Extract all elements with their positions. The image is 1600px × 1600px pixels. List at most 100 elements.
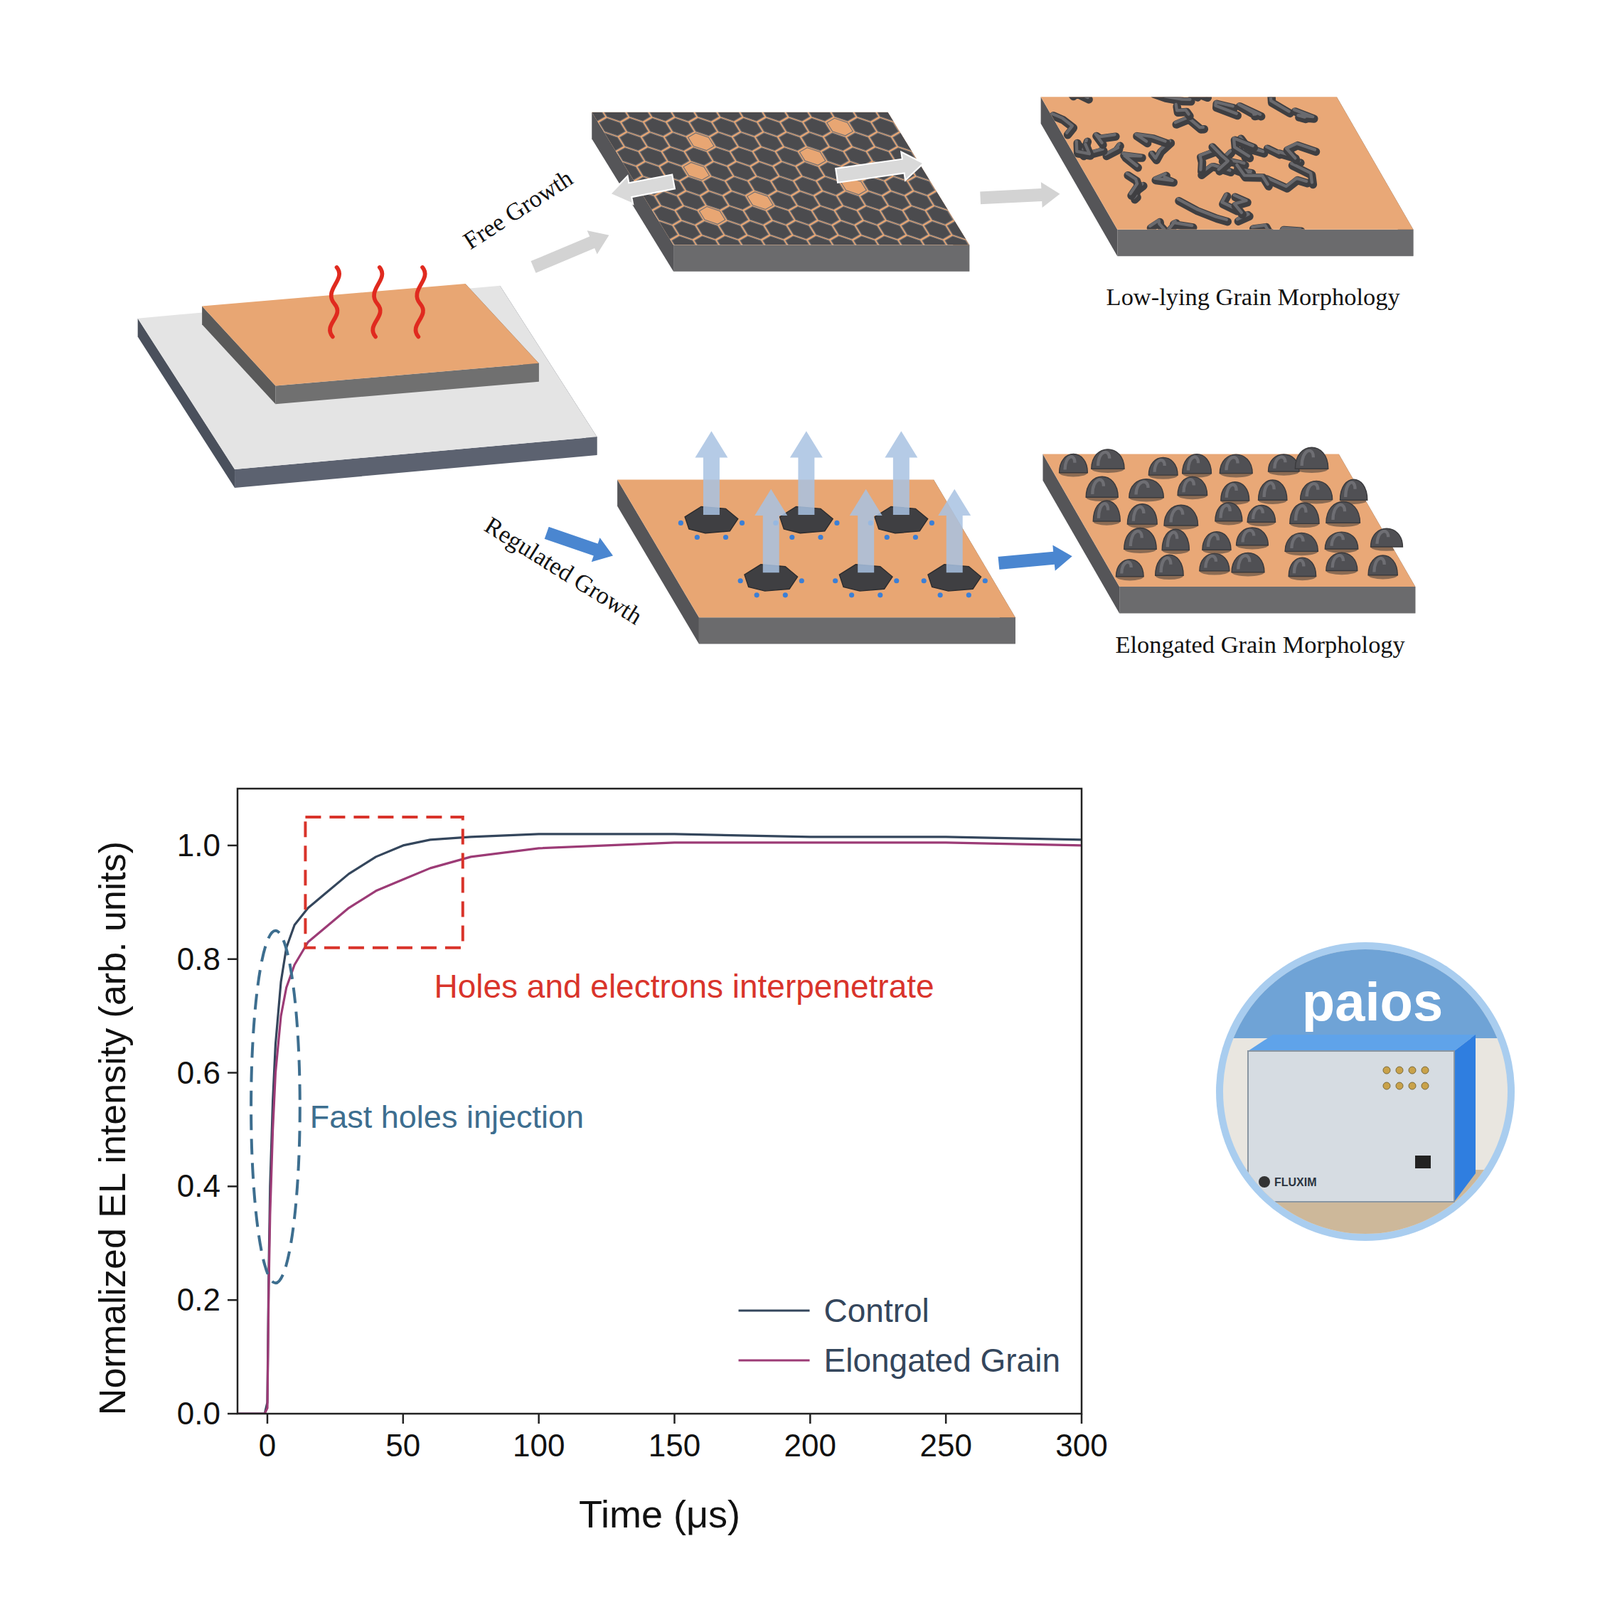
hex-grain [738,251,764,269]
hex-grain [740,88,766,107]
annotation-box [305,817,463,948]
hex-grain [647,251,673,269]
hex-grain [699,206,725,225]
flat-grain-light [1154,173,1173,180]
hex-grain [601,103,628,122]
hex-grain [851,251,878,269]
hex-grain [603,88,630,107]
flux-dot [739,520,745,526]
x-tick [673,1413,676,1424]
plate-top [591,112,970,246]
x-tick-label: 150 [648,1427,701,1463]
flat-grain-light [1122,153,1141,166]
x-tick [1080,1413,1084,1424]
hex-grain [972,206,999,225]
hex-grain [804,118,830,136]
dome-grain [1161,529,1189,550]
hex-grain [662,147,689,166]
dome-highlight [1098,503,1108,519]
plate-surface [1052,83,1317,241]
hex-grain [649,236,675,254]
flux-dot [913,534,919,540]
flat-grain-light [1236,164,1268,185]
flat-grain-light [1178,199,1227,220]
plate-surface [556,88,1017,269]
hex-grain [667,118,694,136]
hex-grain [758,118,785,136]
dome-highlight [1092,480,1104,495]
hex-grain [770,192,796,210]
dome-grain [1288,557,1316,576]
hex-grain [812,206,839,225]
growth-arrow [694,430,728,515]
flux-dot [937,592,943,598]
hex-grain [728,162,755,180]
dome-highlight [1154,460,1165,473]
hex-grain [620,132,646,151]
dome-grain [1059,454,1088,473]
dome-grain [1371,528,1404,547]
dome-grain [1202,531,1231,551]
flat-grain-light [1252,225,1283,239]
hex-grain [713,118,739,136]
dome-highlight [1373,558,1384,572]
hex-grain [656,192,682,210]
hex-grain [929,192,956,210]
hex-grain [760,251,787,269]
badge-band [1223,949,1508,1039]
growth-arrow [937,489,971,574]
plate-side [1117,229,1413,256]
dome-grain [1164,504,1199,526]
hex-grain [886,177,912,195]
dome-grain [1127,504,1157,525]
y-tick [227,1412,238,1416]
hex-grain [815,192,842,210]
dome-grain [1155,554,1184,576]
hex-grain [895,118,921,136]
hex-grain [822,147,848,166]
x-tick-label: 250 [919,1427,972,1463]
y-tick [227,957,238,960]
hex-grain [945,236,971,254]
dome-grain [1091,449,1125,469]
flux-dot [884,534,890,540]
flat-grain-light [1234,194,1247,213]
y-tick [227,1185,238,1188]
plate-side [699,617,1016,644]
flat-grain-light [1127,173,1138,195]
hex-grain [749,177,776,195]
dome-grain [1177,476,1207,495]
connector [1408,1082,1416,1090]
hex-grain [922,236,948,254]
flux-dot [723,534,729,540]
data-group [237,834,1082,1414]
flux-dot [799,578,805,584]
y-tick-label: 0.8 [177,941,221,977]
flux-dot [754,592,760,598]
dome-highlight [1133,507,1145,522]
dome-highlight [1332,504,1345,520]
hex-grain [783,251,810,269]
legend-label: Elongated Grain [824,1341,1061,1379]
hex-grain [592,162,618,180]
hex-grain [679,192,705,210]
heat-wave [372,267,382,338]
outcome-label: Low-lying Grain Morphology [1106,283,1401,311]
hex-grain [622,118,648,136]
hex-grain [685,147,712,166]
arrow [610,174,675,205]
dome-highlight [1302,450,1314,466]
hex-grain [578,103,605,122]
dome-grain [1300,480,1333,500]
badge-ring [1216,942,1515,1241]
hex-grain [733,132,760,151]
dome-highlight [1167,531,1177,547]
dome-grain [1182,454,1212,474]
dome-grain [1326,501,1360,523]
hex-grain [704,177,730,195]
device-front [1248,1051,1455,1202]
hex-grain [927,206,953,225]
plate-side [1119,586,1416,613]
hex-grain [701,192,728,210]
connector [1395,1082,1404,1090]
